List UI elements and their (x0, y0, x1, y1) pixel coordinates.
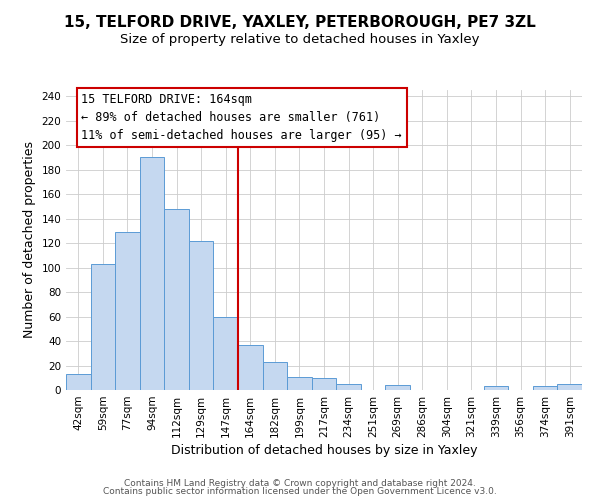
Bar (287, 376, 312, 390)
Bar (263, 362, 287, 390)
Bar (336, 384, 361, 390)
Bar (164, 209, 189, 390)
Text: Size of property relative to detached houses in Yaxley: Size of property relative to detached ho… (120, 32, 480, 46)
Bar (533, 386, 557, 390)
Bar (557, 384, 582, 390)
Text: 15 TELFORD DRIVE: 164sqm
← 89% of detached houses are smaller (761)
11% of semi-: 15 TELFORD DRIVE: 164sqm ← 89% of detach… (82, 93, 402, 142)
Bar (312, 378, 336, 390)
Bar (484, 386, 508, 390)
Text: Contains HM Land Registry data © Crown copyright and database right 2024.: Contains HM Land Registry data © Crown c… (124, 478, 476, 488)
Bar (66, 374, 91, 390)
Bar (214, 316, 238, 390)
Text: 15, TELFORD DRIVE, YAXLEY, PETERBOROUGH, PE7 3ZL: 15, TELFORD DRIVE, YAXLEY, PETERBOROUGH,… (64, 15, 536, 30)
Bar (238, 344, 263, 390)
Bar (385, 385, 410, 390)
Bar (115, 232, 140, 390)
Y-axis label: Number of detached properties: Number of detached properties (23, 142, 36, 338)
X-axis label: Distribution of detached houses by size in Yaxley: Distribution of detached houses by size … (171, 444, 477, 457)
Bar (140, 158, 164, 390)
Bar (189, 240, 214, 390)
Text: Contains public sector information licensed under the Open Government Licence v3: Contains public sector information licen… (103, 487, 497, 496)
Bar (91, 264, 115, 390)
